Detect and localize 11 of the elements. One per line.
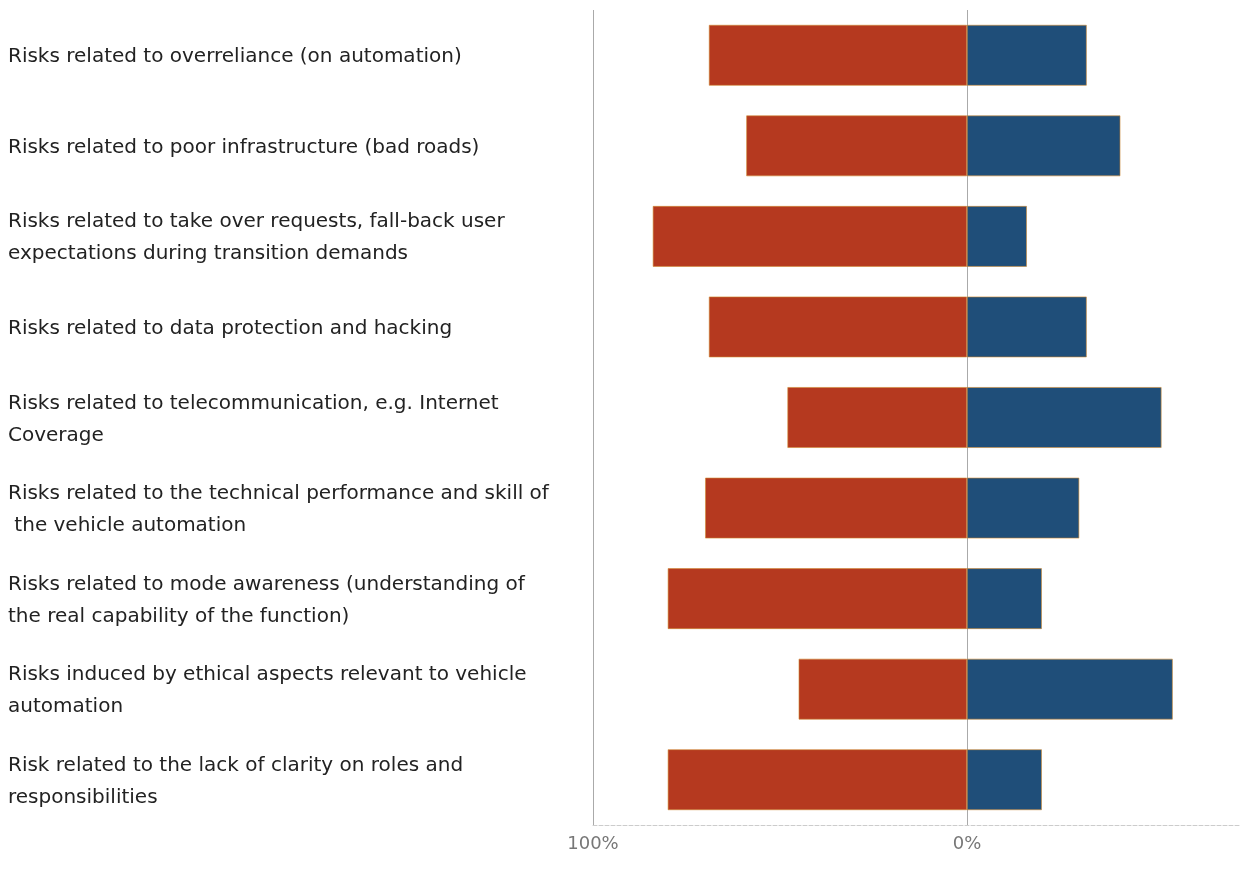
x-tick-label: 100%	[567, 831, 619, 853]
y-tick-label: Risks related to data protection and hacking	[8, 314, 453, 339]
y-tick-label: Risks related to take over requests, fall-back user expectations during transition demands	[8, 208, 512, 265]
y-tick-label: Risks related to the technical performance and skill of the vehicle automation	[8, 480, 550, 537]
y-tick-label: Risks related to mode awareness (understanding of the real capability of the function)	[8, 570, 532, 627]
y-tick-label: Risks related to poor infrastructure (bad roads)	[8, 133, 480, 158]
y-tick-label: Risks related to overreliance (on automation)	[8, 43, 462, 68]
y-tick-label: Risk related to the lack of clarity on roles and responsibilities	[8, 751, 470, 808]
y-tick-label: Risks related to telecommunication, e.g. Internet Coverage	[8, 389, 506, 446]
y-tick-label: Risks induced by ethical aspects relevant to vehicle automation	[8, 661, 533, 718]
x-tick-label: 0%	[952, 831, 982, 853]
